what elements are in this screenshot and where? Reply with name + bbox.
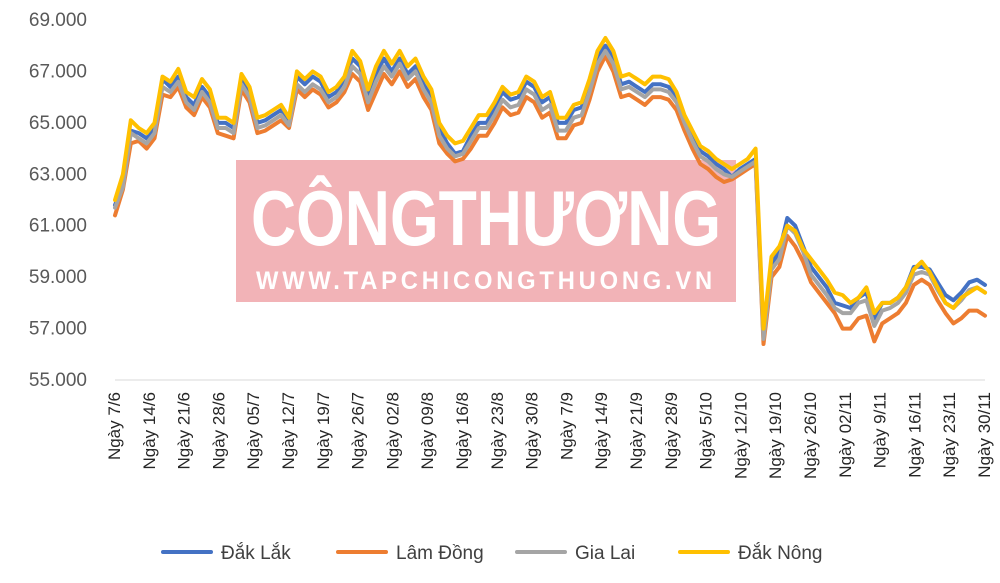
series-line-2 <box>113 54 987 346</box>
x-tick-label: Ngày 02/8 <box>383 392 402 470</box>
axis-layer: 55.000 57.000 59.000 61.000 63.000 65.000 67.0… <box>29 10 994 479</box>
y-tick-label: 55.000 <box>29 370 87 391</box>
watermark: CÔNGTHƯƠNG WWW.TAPCHICONGTHUONG.VN <box>236 160 736 302</box>
watermark-url: WWW.TAPCHICONGTHUONG.VN <box>256 267 716 295</box>
y-tick-label: 65.000 <box>29 113 87 134</box>
watermark-title: CÔNGTHƯƠNG <box>251 174 721 262</box>
x-tick-label: Ngày 19/10 <box>766 392 785 479</box>
y-tick-label: 63.000 <box>29 164 87 185</box>
lines-layer <box>113 36 987 346</box>
x-tick-label: Ngày 23/11 <box>940 392 959 478</box>
x-tick-label: Ngày 26/10 <box>801 392 820 479</box>
x-tick-label: Ngày 16/8 <box>453 392 472 470</box>
legend-label: Lâm Đồng <box>396 543 484 564</box>
x-tick-label: Ngày 14/6 <box>140 392 159 470</box>
x-tick-label: Ngày 21/6 <box>175 392 194 470</box>
watermark-box <box>236 160 736 302</box>
x-tick-label: Ngày 05/7 <box>244 392 263 470</box>
x-tick-label: Ngày 7/9 <box>557 392 576 460</box>
x-tick-label: Ngày 12/10 <box>731 392 750 479</box>
series-line-3 <box>113 48 987 341</box>
x-tick-label: Ngày 30/11 <box>975 392 994 478</box>
x-tick-label: Ngày 02/11 <box>836 392 855 478</box>
x-tick-label: Ngày 09/8 <box>418 392 437 470</box>
y-tick-label: 69.000 <box>29 10 87 31</box>
x-tick-label: Ngày 26/7 <box>349 392 368 470</box>
legend-label: Đắk Lắk <box>221 542 291 564</box>
x-tick-label: Ngày 14/9 <box>592 392 611 470</box>
x-tick-label: Ngày 16/11 <box>905 392 924 478</box>
x-tick-label: Ngày 21/9 <box>627 392 646 470</box>
x-tick-label: Ngày 19/7 <box>314 392 333 470</box>
x-tick-label: Ngày 12/7 <box>279 392 298 470</box>
y-tick-label: 59.000 <box>29 267 87 288</box>
y-tick-label: 57.000 <box>29 319 87 340</box>
x-tick-label: Ngày 9/11 <box>871 392 890 468</box>
y-tick-label: 67.000 <box>29 61 87 82</box>
x-tick-label: Ngày 7/6 <box>105 392 124 460</box>
legend-label: Gia Lai <box>575 543 635 564</box>
x-tick-label: Ngày 5/10 <box>697 392 716 470</box>
y-tick-label: 61.000 <box>29 216 87 237</box>
series-line-4 <box>113 36 987 331</box>
x-tick-label: Ngày 30/8 <box>523 392 542 470</box>
x-tick-label: Ngày 28/6 <box>209 392 228 470</box>
x-tick-label: Ngày 23/8 <box>488 392 507 470</box>
legend-label: Đắk Nông <box>738 542 823 564</box>
x-tick-label: Ngày 28/9 <box>662 392 681 470</box>
legend: Đắk Lắk Lâm Đồng Gia Lai Đắk Nông <box>161 542 823 564</box>
